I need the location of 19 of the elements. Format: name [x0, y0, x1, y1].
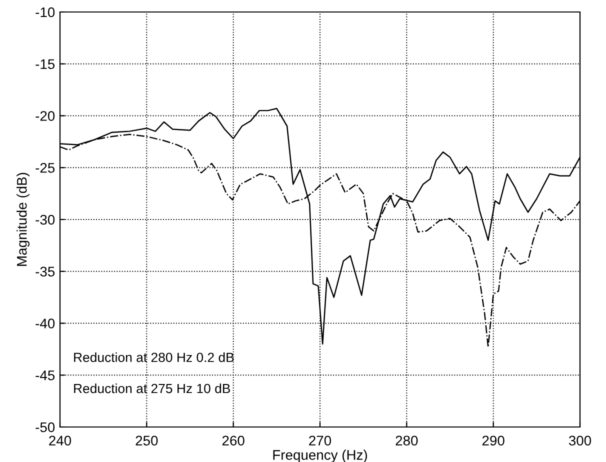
x-tick-label: 240 — [49, 436, 72, 446]
y-tick-label: -20 — [36, 111, 55, 121]
y-tick-label: -35 — [36, 266, 55, 277]
y-tick-label: -25 — [36, 162, 55, 173]
y-tick-label: -50 — [36, 422, 55, 432]
y-tick-label: -10 — [36, 7, 55, 18]
y-tick-label: -45 — [36, 370, 55, 380]
x-tick-label: 270 — [309, 436, 332, 446]
x-tick-label: 290 — [482, 436, 504, 446]
x-tick-label: 300 — [568, 436, 592, 446]
y-tick-label: -15 — [36, 59, 55, 70]
y-tick-label: -40 — [36, 318, 55, 328]
y-axis-title: Magnitude (dB) — [16, 172, 30, 266]
annotation: Reduction at 275 Hz 10 dB — [74, 384, 230, 394]
y-tick-label: -30 — [36, 214, 55, 225]
x-tick-label: 250 — [136, 436, 158, 446]
x-tick-label: 280 — [396, 436, 418, 446]
x-tick-label: 260 — [222, 436, 244, 446]
annotation: Reduction at 280 Hz 0.2 dB — [74, 352, 234, 362]
